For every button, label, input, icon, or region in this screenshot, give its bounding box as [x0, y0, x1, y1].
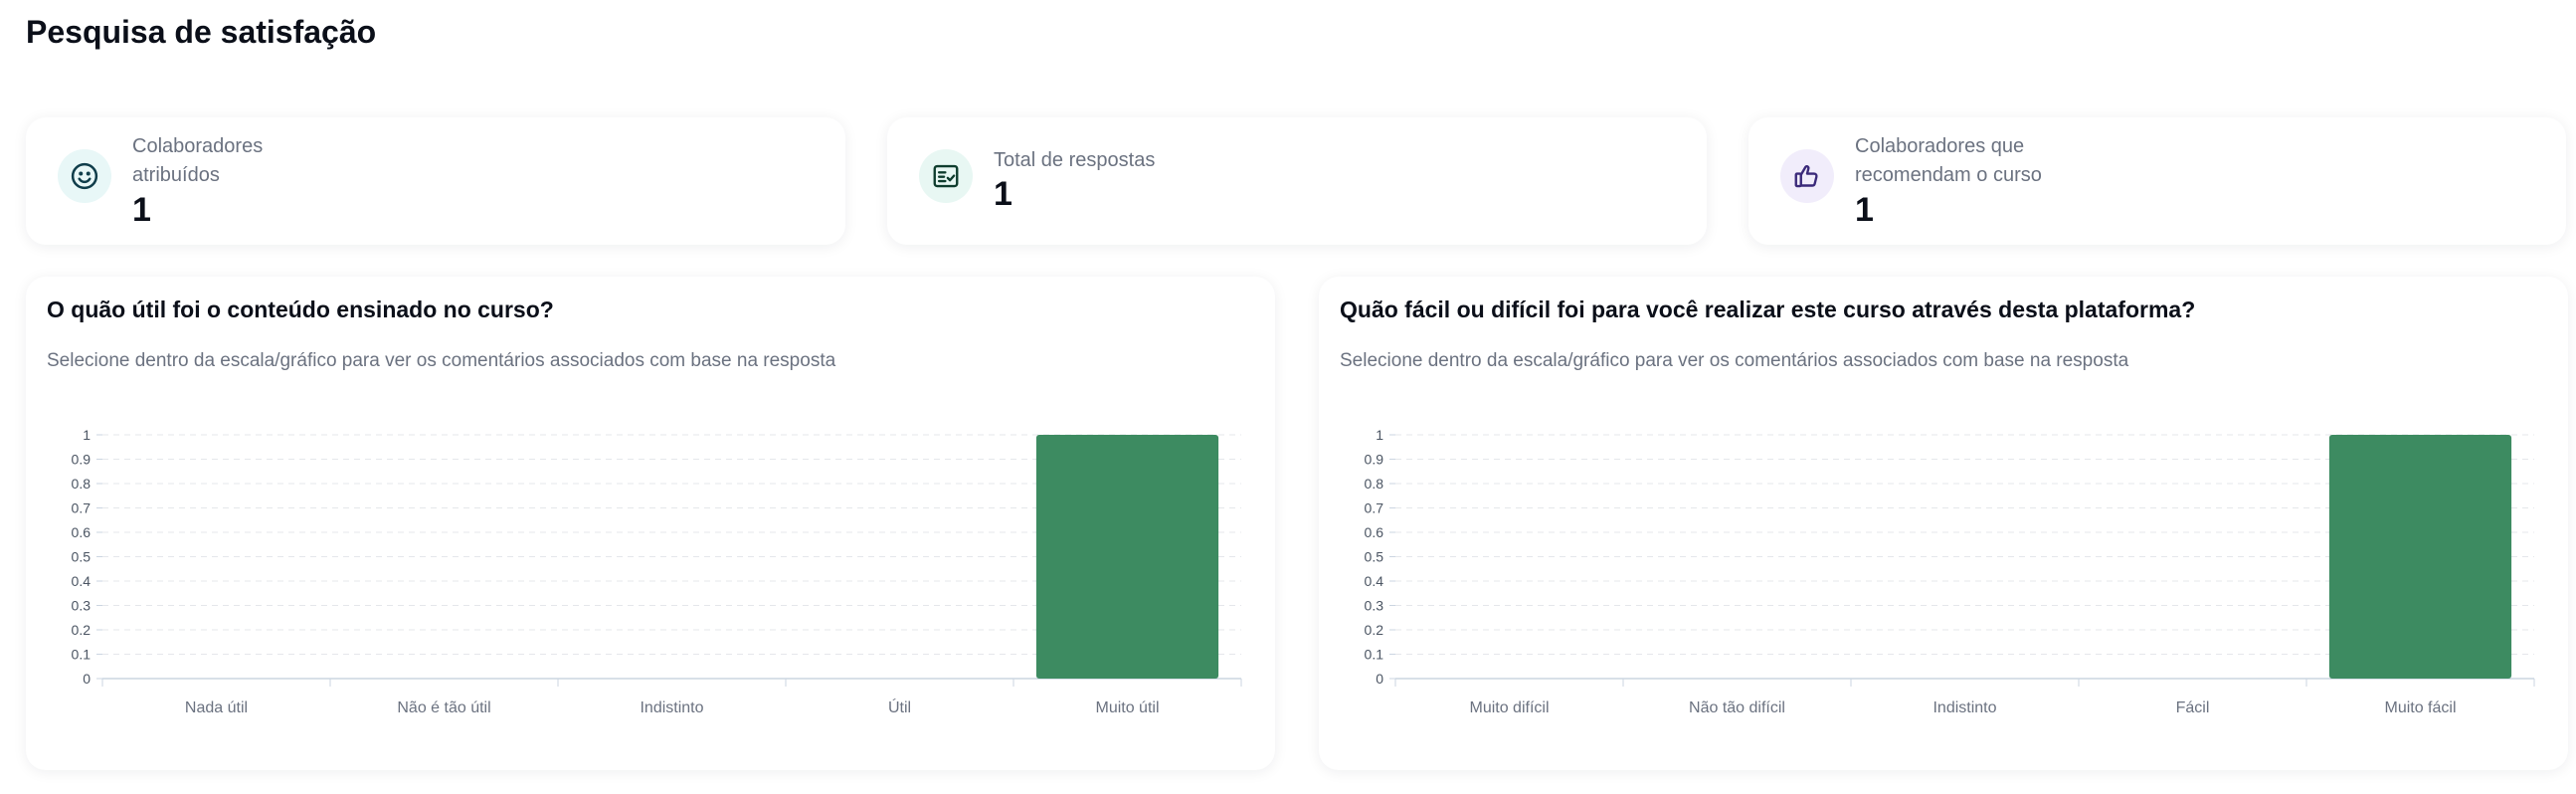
- stat-label-line: Total de respostas: [994, 149, 1156, 171]
- x-category-label: Indistinto: [640, 699, 703, 714]
- chart-hint: Selecione dentro da escala/gráfico para …: [1340, 350, 2129, 371]
- y-tick-label: 0.4: [72, 573, 92, 589]
- y-tick-label: 0.2: [1365, 622, 1384, 638]
- chart-question: O quão útil foi o conteúdo ensinado no c…: [47, 297, 554, 322]
- y-tick-label: 0.4: [1365, 573, 1384, 589]
- chart-card-ease: Quão fácil ou difícil foi para você real…: [1319, 277, 2568, 770]
- chart-question: Quão fácil ou difícil foi para você real…: [1340, 297, 2196, 322]
- y-tick-label: 0: [83, 671, 91, 687]
- y-tick-label: 0.8: [72, 476, 92, 492]
- stat-card-recommend: Colaboradores que recomendam o curso 1: [1748, 117, 2566, 245]
- checklist-icon: [919, 149, 973, 203]
- y-tick-label: 0.3: [72, 598, 92, 614]
- stat-label: Colaboradores que recomendam o curso: [1855, 132, 2042, 190]
- x-category-label: Indistinto: [1932, 699, 1996, 714]
- stat-label-line: Colaboradores que: [1855, 135, 2025, 157]
- y-tick-label: 0.6: [1365, 524, 1384, 540]
- stat-label: Total de respostas: [994, 146, 1155, 175]
- y-tick-label: 0.7: [72, 500, 92, 516]
- usefulness-bar-chart[interactable]: 0 0.1 0.2 0.3 0.4 0.5 0.6 0.7 0.8 0.9 1 Nada útil Nã…: [26, 416, 1275, 714]
- stat-label: Colaboradores atribuídos: [132, 132, 263, 190]
- x-category-label: Fácil: [2176, 699, 2210, 714]
- y-tick-label: 0.1: [72, 647, 92, 663]
- stat-card-responses: Total de respostas 1: [887, 117, 1707, 245]
- x-category-label: Útil: [888, 697, 911, 714]
- stat-value: 1: [994, 175, 1012, 213]
- x-category-label: Muito difícil: [1469, 699, 1549, 714]
- ease-bar-chart[interactable]: 0 0.1 0.2 0.3 0.4 0.5 0.6 0.7 0.8 0.9 1 Muito difíc…: [1319, 416, 2568, 714]
- y-tick-label: 0: [1376, 671, 1383, 687]
- x-category-label: Muito fácil: [2384, 699, 2456, 714]
- bar[interactable]: [2328, 435, 2512, 679]
- stat-value: 1: [1855, 191, 1874, 229]
- stat-card-assigned: Colaboradores atribuídos 1: [26, 117, 845, 245]
- x-category-label: Muito útil: [1095, 699, 1159, 714]
- stat-value: 1: [132, 191, 151, 229]
- thumbs-up-icon: [1780, 149, 1834, 203]
- stat-label-line: recomendam o curso: [1855, 164, 2042, 186]
- page-title: Pesquisa de satisfação: [26, 14, 377, 50]
- y-tick-label: 0.8: [1365, 476, 1384, 492]
- y-tick-label: 0.5: [72, 549, 92, 565]
- x-category-label: Nada útil: [185, 699, 248, 714]
- y-tick-label: 0.2: [72, 622, 92, 638]
- y-tick-label: 0.5: [1365, 549, 1384, 565]
- x-category-label: Não é tão útil: [397, 699, 490, 714]
- chart-hint: Selecione dentro da escala/gráfico para …: [47, 350, 836, 371]
- y-tick-label: 0.9: [1365, 452, 1384, 468]
- y-tick-label: 0.7: [1365, 500, 1384, 516]
- smile-icon: [58, 149, 111, 203]
- y-tick-label: 0.6: [72, 524, 92, 540]
- y-tick-label: 0.1: [1365, 647, 1384, 663]
- y-tick-label: 0.3: [1365, 598, 1384, 614]
- chart-card-usefulness: O quão útil foi o conteúdo ensinado no c…: [26, 277, 1275, 770]
- y-tick-label: 1: [83, 427, 91, 443]
- bar[interactable]: [1035, 435, 1219, 679]
- x-category-label: Não tão difícil: [1689, 699, 1785, 714]
- stat-label-line: Colaboradores: [132, 135, 264, 157]
- y-tick-label: 1: [1376, 427, 1383, 443]
- stat-label-line: atribuídos: [132, 164, 220, 186]
- y-tick-label: 0.9: [72, 452, 92, 468]
